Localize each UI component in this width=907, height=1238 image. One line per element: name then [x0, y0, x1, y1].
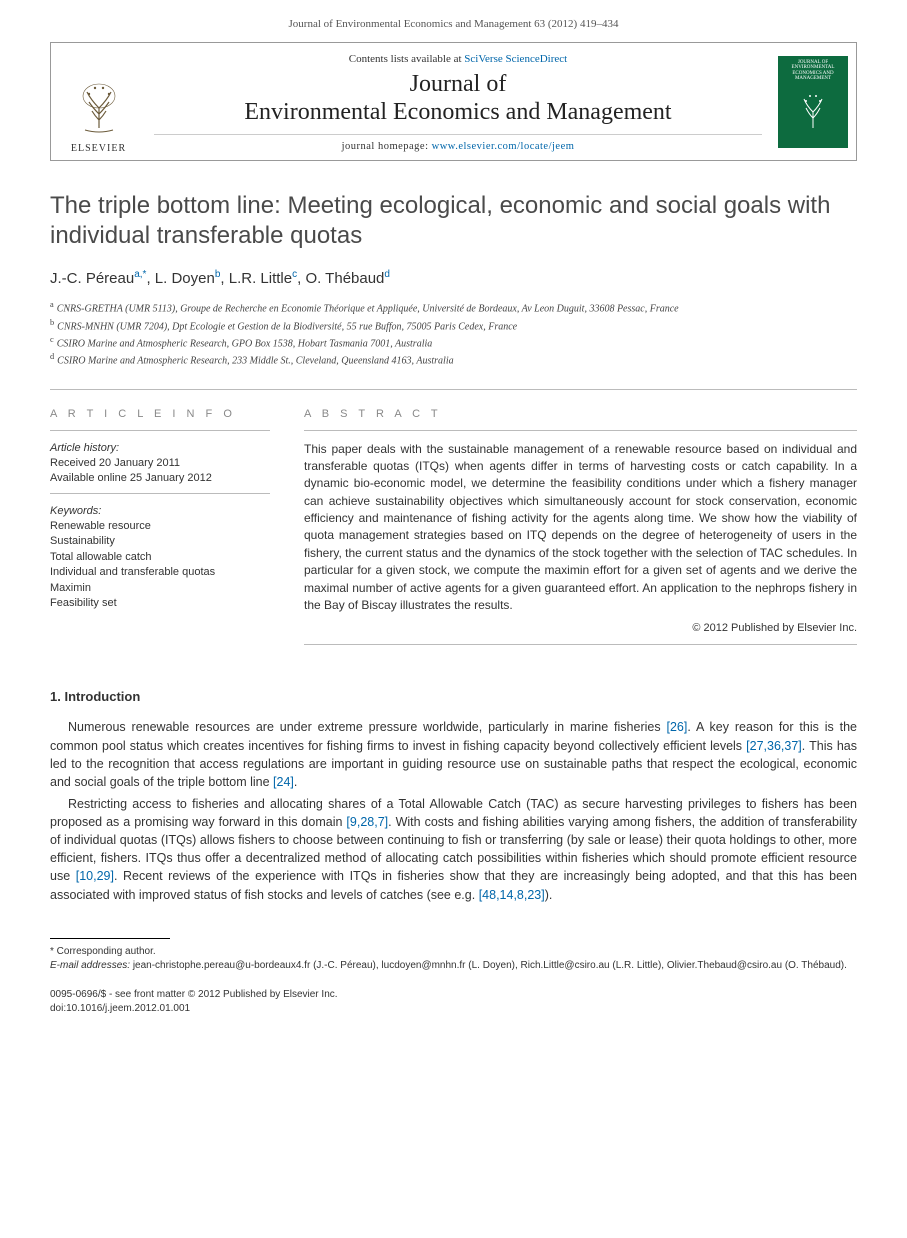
p1-d: .: [294, 775, 297, 789]
homepage-prefix: journal homepage:: [342, 141, 432, 152]
cover-thumb-title: JOURNAL OF ENVIRONMENTAL ECONOMICS AND M…: [780, 60, 846, 82]
article-info-heading: A R T I C L E I N F O: [50, 408, 270, 420]
section-1-heading: 1. Introduction: [50, 689, 857, 704]
cover-thumb-block: JOURNAL OF ENVIRONMENTAL ECONOMICS AND M…: [770, 43, 856, 160]
abstract-text: This paper deals with the sustainable ma…: [304, 441, 857, 615]
masthead-center: Contents lists available at SciVerse Sci…: [146, 43, 770, 160]
keyword-1: Renewable resource: [50, 519, 270, 534]
article-content: The triple bottom line: Meeting ecologic…: [0, 191, 907, 1055]
journal-homepage-line: journal homepage: www.elsevier.com/locat…: [154, 134, 762, 152]
contents-available-line: Contents lists available at SciVerse Sci…: [154, 53, 762, 65]
running-header: Journal of Environmental Economics and M…: [0, 0, 907, 42]
journal-masthead: ELSEVIER Contents lists available at Sci…: [50, 42, 857, 161]
ref-10-29[interactable]: [10,29]: [76, 869, 114, 883]
article-history: Article history: Received 20 January 201…: [50, 441, 270, 487]
author-4: O. Thébaud: [305, 270, 384, 287]
doi-line: doi:10.1016/j.jeem.2012.01.001: [50, 1002, 857, 1016]
ref-24[interactable]: [24]: [273, 775, 294, 789]
aff-text-a: CNRS-GRETHA (UMR 5113), Groupe de Recher…: [57, 304, 679, 315]
info-abstract-row: A R T I C L E I N F O Article history: R…: [50, 389, 857, 656]
aff-key-b: b: [50, 318, 54, 327]
affiliations: aCNRS-GRETHA (UMR 5113), Groupe de Reche…: [50, 299, 857, 368]
aff-text-c: CSIRO Marine and Atmospheric Research, G…: [57, 338, 433, 349]
authors-line: J.-C. Péreaua,*, L. Doyenb, L.R. Littlec…: [50, 269, 857, 287]
keywords-block: Keywords: Renewable resource Sustainabil…: [50, 504, 270, 612]
abstract-heading: A B S T R A C T: [304, 408, 857, 420]
author-3: L.R. Little: [229, 270, 292, 287]
footnotes: * Corresponding author. E-mail addresses…: [50, 945, 857, 974]
aff-text-d: CSIRO Marine and Atmospheric Research, 2…: [57, 356, 453, 367]
p2-c: . Recent reviews of the experience with …: [50, 869, 857, 901]
journal-name: Journal of Environmental Economics and M…: [154, 71, 762, 126]
info-rule-1: [50, 430, 270, 431]
aff-text-b: CNRS-MNHN (UMR 7204), Dpt Ecologie et Ge…: [57, 321, 517, 332]
abstract-rule-bottom: [304, 644, 857, 645]
ref-26[interactable]: [26]: [666, 720, 687, 734]
keywords-label: Keywords:: [50, 504, 270, 519]
article-info-column: A R T I C L E I N F O Article history: R…: [50, 408, 270, 656]
cover-tree-icon: [795, 90, 831, 132]
keyword-6: Feasibility set: [50, 596, 270, 611]
aff-key-d: d: [50, 352, 54, 361]
contents-prefix: Contents lists available at: [349, 53, 464, 65]
keyword-4: Individual and transferable quotas: [50, 565, 270, 580]
abstract-copyright: © 2012 Published by Elsevier Inc.: [304, 622, 857, 634]
author-2: L. Doyen: [155, 270, 215, 287]
cover-thumbnail: JOURNAL OF ENVIRONMENTAL ECONOMICS AND M…: [778, 56, 848, 148]
author-3-marks: c: [292, 269, 297, 280]
email-addresses: jean-christophe.pereau@u-bordeaux4.fr (J…: [133, 960, 847, 971]
p1-a: Numerous renewable resources are under e…: [68, 720, 666, 734]
corresponding-author: * Corresponding author.: [50, 945, 857, 960]
page-footer: 0095-0696/$ - see front matter © 2012 Pu…: [50, 988, 857, 1016]
intro-para-2: Restricting access to fisheries and allo…: [50, 795, 857, 904]
abstract-column: A B S T R A C T This paper deals with th…: [304, 408, 857, 656]
abstract-rule: [304, 430, 857, 431]
aff-key-c: c: [50, 335, 54, 344]
affiliation-a: aCNRS-GRETHA (UMR 5113), Groupe de Reche…: [50, 299, 857, 316]
history-label: Article history:: [50, 441, 270, 456]
email-label: E-mail addresses:: [50, 960, 130, 971]
sciencedirect-link[interactable]: SciVerse ScienceDirect: [464, 53, 567, 65]
history-online: Available online 25 January 2012: [50, 471, 270, 486]
keyword-5: Maximin: [50, 581, 270, 596]
author-1: J.-C. Péreau: [50, 270, 134, 287]
ref-48-14-8-23[interactable]: [48,14,8,23]: [479, 888, 545, 902]
journal-name-line1: Journal of: [410, 71, 507, 97]
issn-line: 0095-0696/$ - see front matter © 2012 Pu…: [50, 988, 857, 1002]
intro-para-1: Numerous renewable resources are under e…: [50, 718, 857, 791]
elsevier-wordmark: ELSEVIER: [71, 143, 126, 154]
footnote-rule: [50, 938, 170, 939]
journal-name-line2: Environmental Economics and Management: [244, 99, 671, 125]
ref-9-28-7[interactable]: [9,28,7]: [346, 815, 388, 829]
info-rule-2: [50, 493, 270, 494]
ref-27-36-37[interactable]: [27,36,37]: [746, 739, 802, 753]
affiliation-d: dCSIRO Marine and Atmospheric Research, …: [50, 351, 857, 368]
article-title: The triple bottom line: Meeting ecologic…: [50, 191, 857, 251]
affiliation-b: bCNRS-MNHN (UMR 7204), Dpt Ecologie et G…: [50, 317, 857, 334]
author-4-marks: d: [384, 269, 390, 280]
affiliation-c: cCSIRO Marine and Atmospheric Research, …: [50, 334, 857, 351]
aff-key-a: a: [50, 300, 54, 309]
email-line: E-mail addresses: jean-christophe.pereau…: [50, 959, 857, 974]
author-2-marks: b: [215, 269, 221, 280]
keyword-3: Total allowable catch: [50, 550, 270, 565]
journal-homepage-link[interactable]: www.elsevier.com/locate/jeem: [432, 141, 575, 152]
elsevier-tree-icon: [67, 77, 131, 141]
keyword-2: Sustainability: [50, 534, 270, 549]
elsevier-logo-block: ELSEVIER: [51, 43, 146, 160]
p2-d: ).: [545, 888, 553, 902]
history-received: Received 20 January 2011: [50, 456, 270, 471]
author-1-marks: a,*: [134, 269, 146, 280]
